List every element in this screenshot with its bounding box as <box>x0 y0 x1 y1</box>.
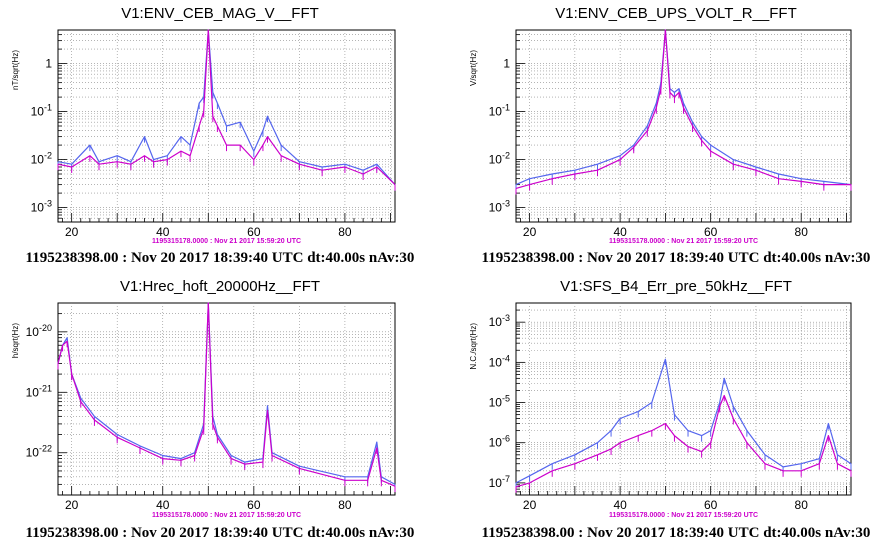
y-tick-label: 10-3 <box>489 199 510 215</box>
footer-label: 1195238398.00 : Nov 20 2017 18:39:40 UTC… <box>482 250 871 266</box>
series-line-2 <box>515 29 851 189</box>
x-tick-label: 80 <box>795 225 809 239</box>
x-tick-label: 20 <box>65 498 79 512</box>
x-tick-label: 80 <box>338 498 352 512</box>
series-line-2 <box>57 29 396 186</box>
x-tick-label: 40 <box>613 498 627 512</box>
chart-title: V1:SFS_B4_Err_pre_50kHz__FFT <box>560 278 792 295</box>
x-tick-label: 20 <box>523 225 537 239</box>
y-tick-label: 10-1 <box>489 103 510 119</box>
reference-label: 1195315178.0000 : Nov 21 2017 15:59:20 U… <box>152 238 301 245</box>
y-axis-label: h/sqrt(Hz) <box>11 323 20 358</box>
plot-area <box>515 29 852 223</box>
y-tick-label: 10-5 <box>489 394 510 410</box>
footer-label: 1195238398.00 : Nov 20 2017 18:39:40 UTC… <box>482 525 871 541</box>
y-axis-label: V/sqrt(Hz) <box>469 50 478 86</box>
series-line-2 <box>57 302 396 487</box>
chart-panel-1: V1:ENV_CEB_MAG_V__FFT nT/sqrt(Hz) 10-3 10-2… <box>11 5 414 266</box>
x-tick-label: 40 <box>156 225 170 239</box>
x-tick-label: 40 <box>156 498 170 512</box>
x-tick-label: 60 <box>704 498 718 512</box>
reference-label: 1195315178.0000 : Nov 21 2017 15:59:20 U… <box>152 512 301 519</box>
chart-panel-3: V1:Hrec_hoft_20000Hz__FFT h/sqrt(Hz) 10-22… <box>11 278 414 541</box>
y-tick-label: 10-4 <box>489 353 510 369</box>
footer-label: 1195238398.00 : Nov 20 2017 18:39:40 UTC… <box>26 250 415 266</box>
chart-title: V1:ENV_CEB_MAG_V__FFT <box>121 5 319 22</box>
reference-label: 1195315178.0000 : Nov 21 2017 15:59:20 U… <box>609 512 758 519</box>
chart-title: V1:Hrec_hoft_20000Hz__FFT <box>120 278 320 295</box>
reference-label: 1195315178.0000 : Nov 21 2017 15:59:20 U… <box>609 238 758 245</box>
x-tick-label: 60 <box>704 225 718 239</box>
y-axis-label: nT/sqrt(Hz) <box>11 50 20 90</box>
chart-title: V1:ENV_CEB_UPS_VOLT_R__FFT <box>555 5 796 22</box>
chart-panel-2: V1:ENV_CEB_UPS_VOLT_R__FFT V/sqrt(Hz) 10-3… <box>469 5 870 266</box>
y-tick-label: 10-2 <box>31 151 52 167</box>
y-tick-label: 10-2 <box>489 151 510 167</box>
y-tick-label: 1 <box>45 57 52 71</box>
y-tick-label: 10-7 <box>489 474 510 490</box>
y-tick-label: 10-22 <box>26 444 52 460</box>
y-tick-label: 1 <box>503 57 510 71</box>
y-tick-label: 10-1 <box>31 103 52 119</box>
series-line-1 <box>515 358 852 484</box>
plot-area <box>57 302 396 496</box>
y-tick-label: 10-3 <box>31 199 52 215</box>
y-tick-label: 10-3 <box>489 313 510 329</box>
x-tick-label: 80 <box>338 225 352 239</box>
footer-label: 1195238398.00 : Nov 20 2017 18:39:40 UTC… <box>26 525 415 541</box>
y-axis-label: N.C./sqrt(Hz) <box>469 323 478 370</box>
x-tick-label: 40 <box>613 225 627 239</box>
y-tick-label: 10-6 <box>489 434 510 450</box>
x-tick-label: 60 <box>247 498 261 512</box>
series-line-1 <box>57 29 396 185</box>
y-tick-label: 10-20 <box>26 323 52 339</box>
x-tick-label: 20 <box>65 225 79 239</box>
x-tick-label: 80 <box>795 498 809 512</box>
x-tick-label: 20 <box>523 498 537 512</box>
series-line-2 <box>515 394 852 488</box>
x-tick-label: 60 <box>247 225 261 239</box>
chart-panel-4: V1:SFS_B4_Err_pre_50kHz__FFT N.C./sqrt(Hz… <box>469 278 870 541</box>
plot-area <box>515 302 852 496</box>
y-tick-label: 10-21 <box>26 383 52 399</box>
series-line-1 <box>515 29 852 186</box>
